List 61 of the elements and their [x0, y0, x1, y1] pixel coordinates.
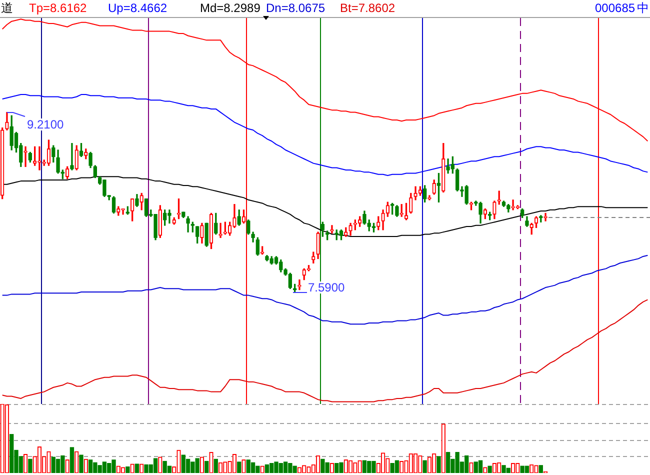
bar: [362, 460, 367, 473]
candlestick: [492, 200, 496, 220]
candlestick: [46, 140, 51, 166]
annotation: 7.5900: [308, 280, 346, 294]
candlestick: [209, 212, 214, 250]
candlestick: [298, 279, 302, 290]
text: 000685: [595, 1, 636, 15]
candlestick: [70, 143, 74, 170]
text: 道: [1, 1, 13, 15]
candlestick: [0, 127, 4, 200]
candlestick: [74, 145, 78, 170]
candlestick: [140, 192, 144, 210]
bar: [126, 466, 130, 473]
candlestick: [386, 202, 390, 217]
candlestick: [5, 112, 9, 130]
bar: [70, 447, 74, 473]
text: Md=8.2989: [200, 1, 260, 15]
candlestick: [348, 222, 352, 236]
candlestick: [330, 225, 334, 234]
candlestick: [218, 222, 222, 238]
text: Dn=8.0675: [266, 1, 326, 15]
candlestick: [65, 166, 70, 180]
candlestick: [312, 252, 316, 264]
text: Up=8.4662: [108, 1, 168, 15]
candlestick: [497, 190, 501, 205]
candlestick: [24, 146, 28, 167]
candlestick: [409, 192, 413, 214]
candlestick: [442, 143, 446, 192]
candlestick: [130, 198, 134, 222]
text: 中: [637, 1, 649, 15]
candlestick: [228, 222, 232, 236]
candlestick: [172, 217, 176, 225]
candlestick: [358, 216, 362, 227]
bar: [488, 466, 492, 473]
candlestick: [530, 222, 534, 235]
candlestick: [428, 195, 432, 200]
bar: [204, 460, 209, 473]
bar: [436, 456, 441, 473]
candlestick: [316, 232, 320, 260]
bar: [478, 460, 483, 473]
bar: [153, 458, 158, 473]
candlestick: [344, 227, 348, 237]
candlestick: [544, 212, 548, 222]
text: Bt=7.8602: [340, 1, 396, 15]
bar: [134, 464, 140, 473]
bar: [538, 465, 543, 473]
candlestick: [200, 222, 204, 244]
annotation: 9.2100: [27, 118, 64, 132]
bar: [28, 458, 32, 473]
bar: [214, 458, 218, 473]
candlestick: [418, 186, 422, 196]
candlestick: [121, 208, 125, 215]
candlestick: [84, 148, 88, 160]
bar: [79, 454, 84, 473]
candlestick: [116, 206, 120, 216]
bar: [422, 460, 427, 473]
series-label: Tp=8.6162: [29, 1, 87, 15]
candlestick: [158, 205, 162, 238]
bar: [264, 464, 270, 473]
bar: [237, 462, 242, 473]
candlestick: [404, 202, 408, 220]
